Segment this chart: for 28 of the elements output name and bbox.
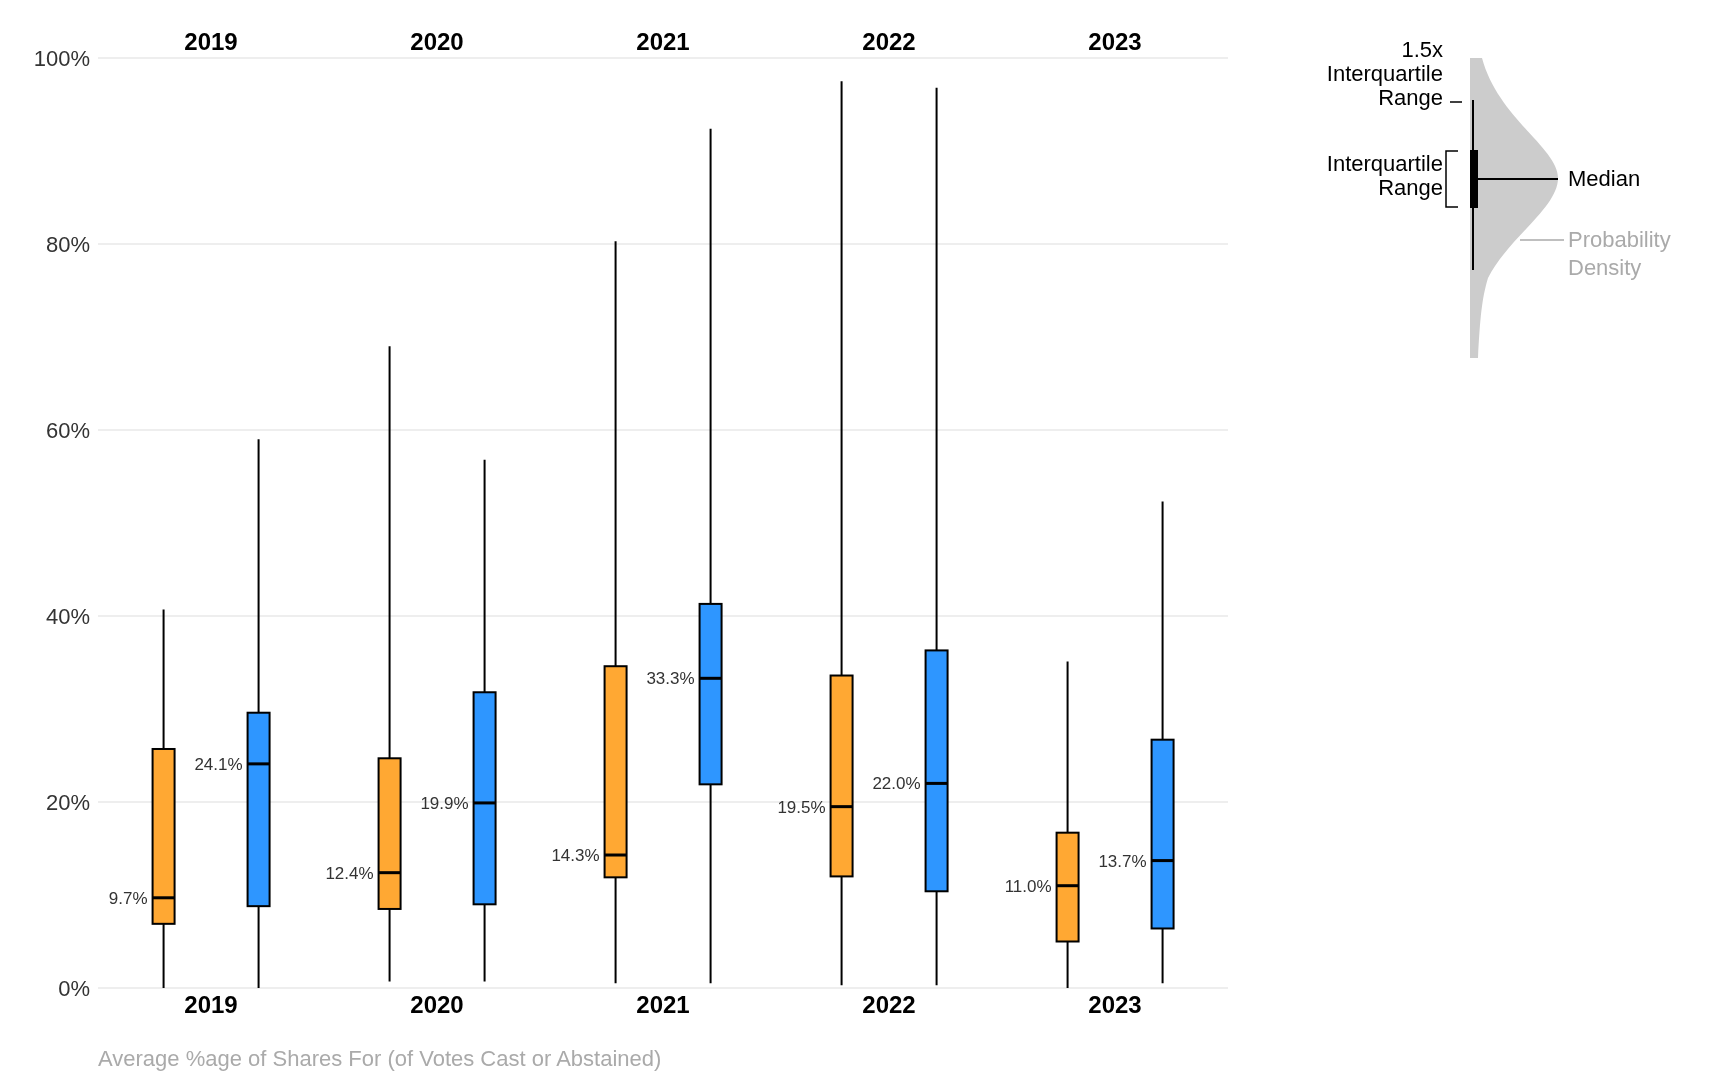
- y-tick-label: 100%: [33, 45, 90, 71]
- text: 22.0%: [872, 774, 921, 794]
- text: 24.1%: [194, 754, 243, 774]
- category-label: 2021: [636, 991, 690, 1019]
- y-tick-label: 0%: [58, 975, 90, 1001]
- text: 9.7%: [108, 888, 148, 908]
- y-tick-label: 20%: [45, 789, 90, 815]
- x-tick-label: 2022: [862, 28, 916, 55]
- category-label: 2020: [410, 991, 464, 1019]
- text: 13.7%: [1098, 851, 1147, 871]
- text: 19.5%: [777, 797, 826, 817]
- y-tick-label: 80%: [45, 231, 90, 257]
- x-tick-label: 2020: [410, 28, 464, 55]
- text: 11.0%: [1004, 876, 1052, 896]
- text: 33.3%: [646, 669, 695, 689]
- text: 19.9%: [420, 793, 469, 813]
- y-tick-label: 60%: [45, 417, 90, 443]
- category-label: 2019: [184, 991, 238, 1019]
- y-tick-label: 40%: [45, 603, 90, 629]
- text: Average %age of Shares For (of Votes Cast or Abstained): [98, 1046, 662, 1072]
- text: 14.3%: [551, 846, 600, 866]
- category-label: 2022: [862, 991, 916, 1019]
- category-label: 2023: [1088, 991, 1142, 1019]
- x-tick-label: 2019: [184, 28, 238, 55]
- text: 12.4%: [325, 863, 374, 883]
- x-tick-label: 2021: [636, 28, 690, 55]
- x-tick-label: 2023: [1088, 28, 1142, 55]
- box-key-diagram: 1.5x Interquartile Range Interquartile Range Median Probability Density: [1258, 38, 1698, 378]
